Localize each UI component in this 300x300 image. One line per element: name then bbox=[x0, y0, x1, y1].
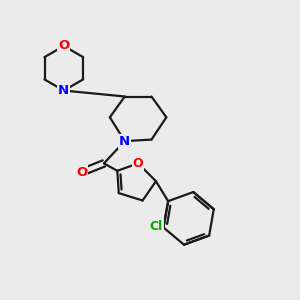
Text: O: O bbox=[133, 157, 143, 170]
Text: N: N bbox=[58, 84, 69, 97]
Text: Cl: Cl bbox=[149, 220, 163, 232]
Text: O: O bbox=[58, 40, 69, 52]
Text: O: O bbox=[76, 166, 87, 179]
Text: N: N bbox=[119, 135, 130, 148]
